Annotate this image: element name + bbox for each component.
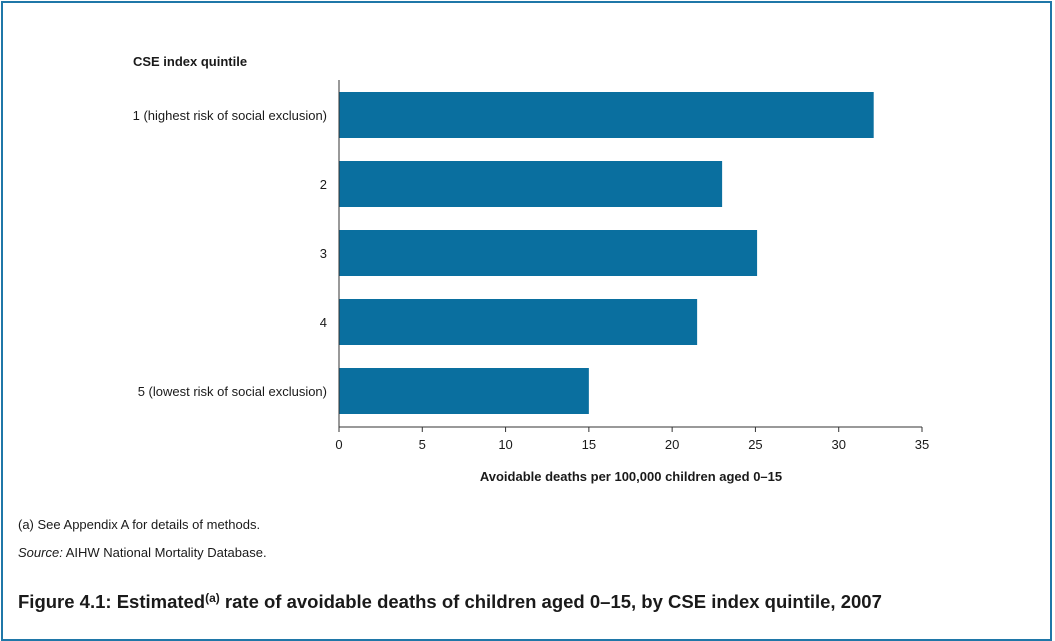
x-tick-label: 0 [335, 437, 342, 452]
caption-end: rate of avoidable deaths of children age… [219, 591, 882, 612]
figure-caption: Figure 4.1: Estimated(a) rate of avoidab… [18, 591, 882, 613]
x-tick-label: 30 [831, 437, 845, 452]
bar-chart: CSE index quintile 1 (highest risk of so… [133, 54, 930, 484]
bar-3 [339, 230, 758, 276]
bar-4 [339, 299, 698, 345]
caption-superscript: (a) [205, 591, 220, 605]
y-axis-title: CSE index quintile [133, 54, 247, 69]
bar-1 [339, 92, 874, 138]
x-tick-label: 25 [748, 437, 762, 452]
x-tick-label: 5 [419, 437, 426, 452]
category-label-1: 1 (highest risk of social exclusion) [133, 108, 327, 123]
source-label: Source: [18, 545, 63, 560]
caption-start: Figure 4.1: Estimated [18, 591, 206, 612]
x-tick-label: 35 [915, 437, 929, 452]
category-label-4: 4 [320, 315, 327, 330]
category-label-2: 2 [320, 177, 327, 192]
x-tick-label: 15 [582, 437, 596, 452]
x-axis-label: Avoidable deaths per 100,000 children ag… [480, 469, 782, 484]
x-tick-label: 10 [498, 437, 512, 452]
source-note: Source: AIHW National Mortality Database… [18, 545, 267, 560]
source-text: AIHW National Mortality Database. [62, 545, 267, 560]
bar-5 [339, 368, 589, 414]
x-tick-label: 20 [665, 437, 679, 452]
bar-2 [339, 161, 723, 207]
footnote: (a) See Appendix A for details of method… [18, 517, 261, 532]
category-label-5: 5 (lowest risk of social exclusion) [138, 384, 327, 399]
category-label-3: 3 [320, 246, 327, 261]
